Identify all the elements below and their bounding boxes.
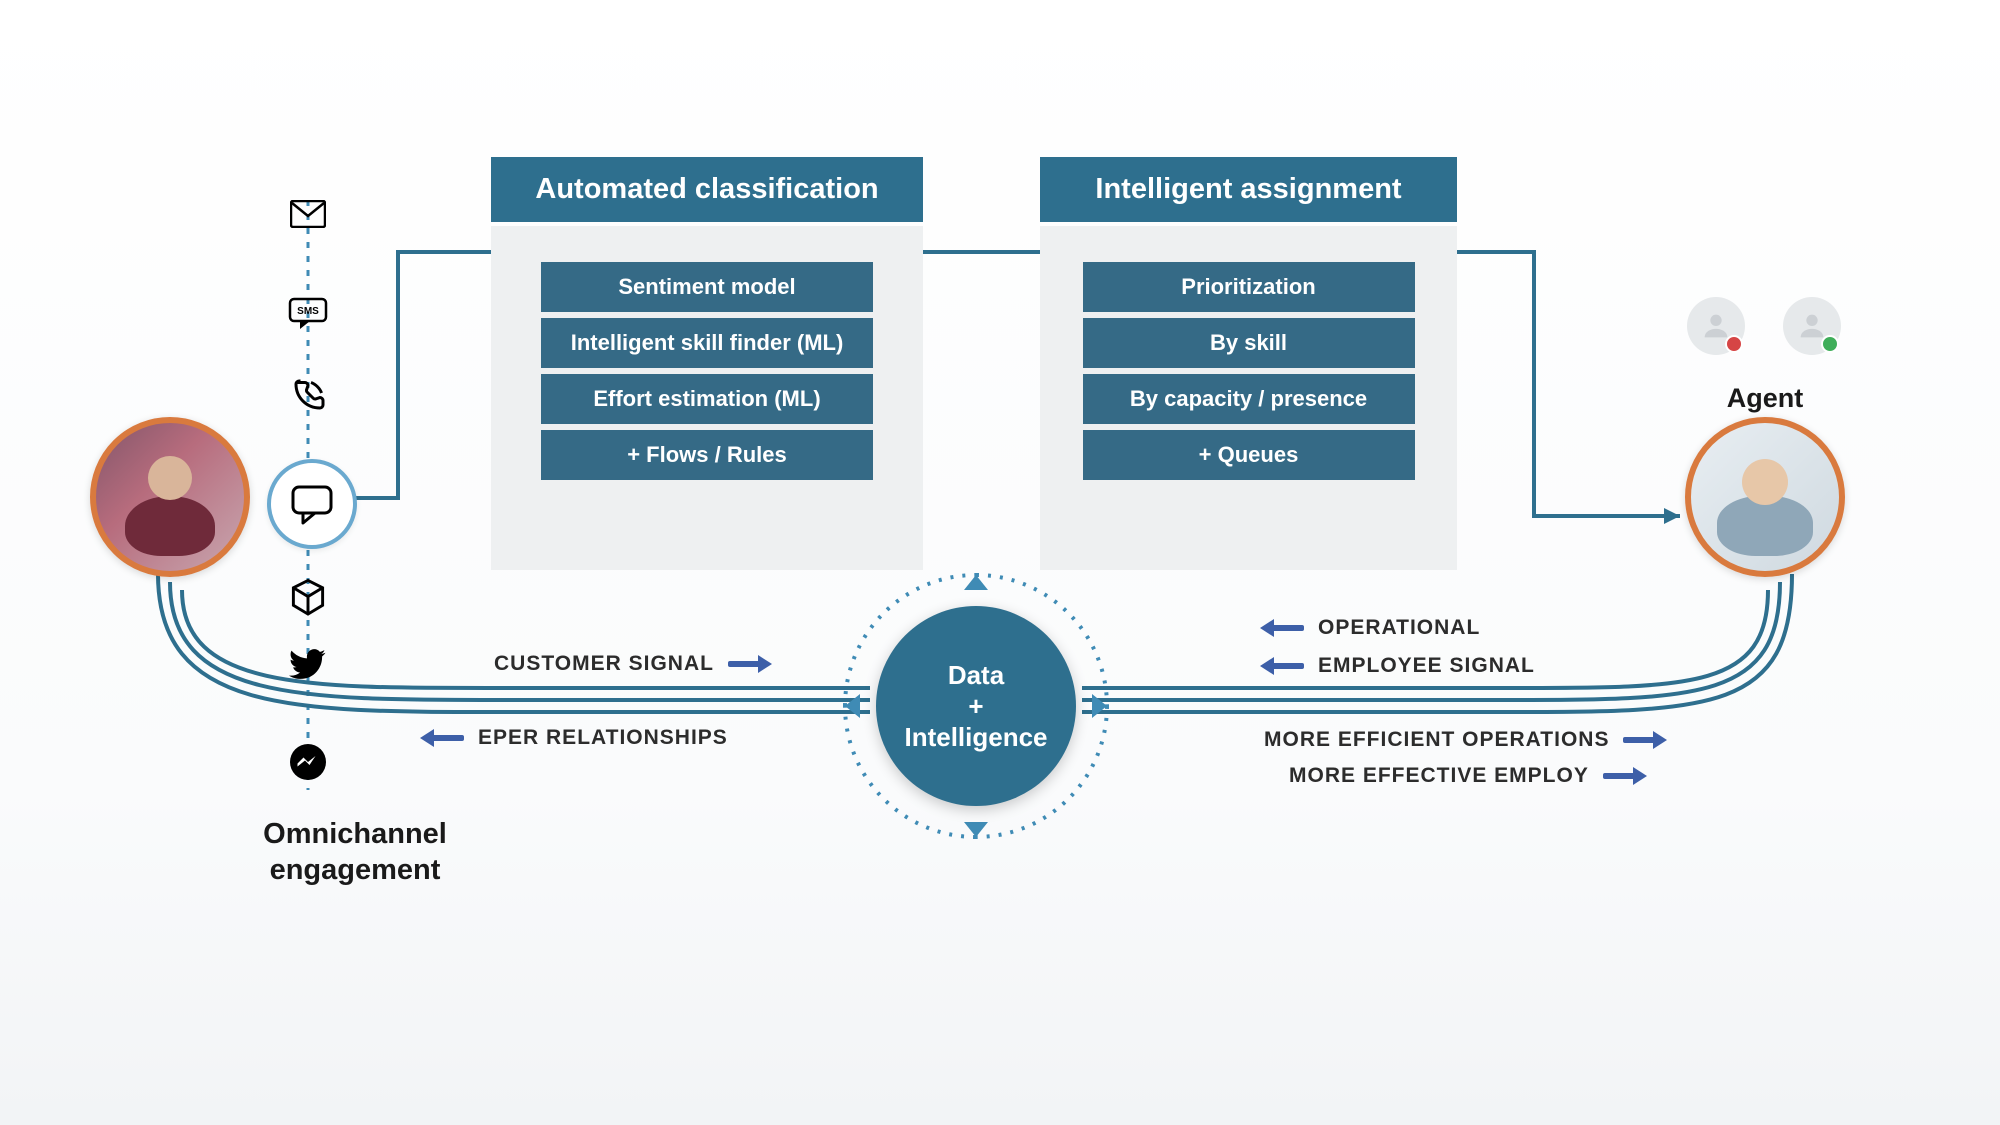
label-operational: OPERATIONAL (1260, 616, 1480, 640)
label-customer-signal-text: CUSTOMER SIGNAL (494, 652, 714, 676)
pill-by-skill: By skill (1083, 318, 1415, 368)
pill-sentiment: Sentiment model (541, 262, 873, 312)
label-effective-employ: MORE EFFECTIVE EMPLOY (1289, 764, 1647, 788)
omnichannel-caption: Omnichannel engagement (230, 816, 480, 889)
phone-icon (283, 378, 333, 414)
label-efficient-ops: MORE EFFICIENT OPERATIONS (1264, 728, 1667, 752)
agent-avatar (1685, 417, 1845, 577)
pill-prioritization: Prioritization (1083, 262, 1415, 312)
mini-avatar-2 (1783, 297, 1841, 355)
email-icon (283, 200, 333, 228)
label-customer-signal: CUSTOMER SIGNAL (494, 652, 772, 676)
label-eper-relationships: EPER RELATIONSHIPS (420, 726, 728, 750)
customer-avatar (90, 417, 250, 577)
messenger-icon (283, 744, 333, 780)
arrow-left-icon (1260, 658, 1304, 674)
pill-skill-finder: Intelligent skill finder (ML) (541, 318, 873, 368)
wires-layer (0, 0, 2000, 1125)
panel-automated-classification: Automated classification Sentiment model… (491, 226, 923, 570)
data-circle-line1: Data (948, 660, 1004, 691)
diagram-stage: Agent Omnichannel engagement SMS Automat… (0, 0, 2000, 1125)
status-dot-busy (1725, 335, 1743, 353)
pill-effort-estimation: Effort estimation (ML) (541, 374, 873, 424)
panel-intelligent-assignment: Intelligent assignment Prioritization By… (1040, 226, 1457, 570)
chat-icon (267, 459, 357, 549)
arrow-right-icon (1623, 732, 1667, 748)
label-employee-signal: EMPLOYEE SIGNAL (1260, 654, 1535, 678)
data-circle-line2: + (968, 691, 983, 722)
data-circle-line3: Intelligence (904, 722, 1047, 753)
label-efficient-ops-text: MORE EFFICIENT OPERATIONS (1264, 728, 1609, 752)
mini-avatar-1 (1687, 297, 1745, 355)
status-dot-available (1821, 335, 1839, 353)
agent-caption: Agent (1700, 383, 1830, 414)
omnichannel-line2: engagement (270, 854, 441, 886)
arrow-left-icon (1260, 620, 1304, 636)
data-intelligence-circle: Data + Intelligence (876, 606, 1076, 806)
arrow-right-icon (728, 656, 772, 672)
pill-queues: + Queues (1083, 430, 1415, 480)
label-employee-signal-text: EMPLOYEE SIGNAL (1318, 654, 1535, 678)
label-effective-employ-text: MORE EFFECTIVE EMPLOY (1289, 764, 1589, 788)
panel-header-right: Intelligent assignment (1040, 157, 1457, 222)
arrow-right-icon (1603, 768, 1647, 784)
svg-text:SMS: SMS (297, 306, 319, 317)
label-eper-text: EPER RELATIONSHIPS (478, 726, 728, 750)
sms-icon: SMS (283, 297, 333, 331)
pill-by-capacity: By capacity / presence (1083, 374, 1415, 424)
twitter-icon (283, 649, 333, 681)
arrow-left-icon (420, 730, 464, 746)
label-operational-text: OPERATIONAL (1318, 616, 1480, 640)
pill-flows-rules: + Flows / Rules (541, 430, 873, 480)
omnichannel-line1: Omnichannel (263, 818, 447, 850)
panel-header-left: Automated classification (491, 157, 923, 222)
package-icon (283, 579, 333, 617)
